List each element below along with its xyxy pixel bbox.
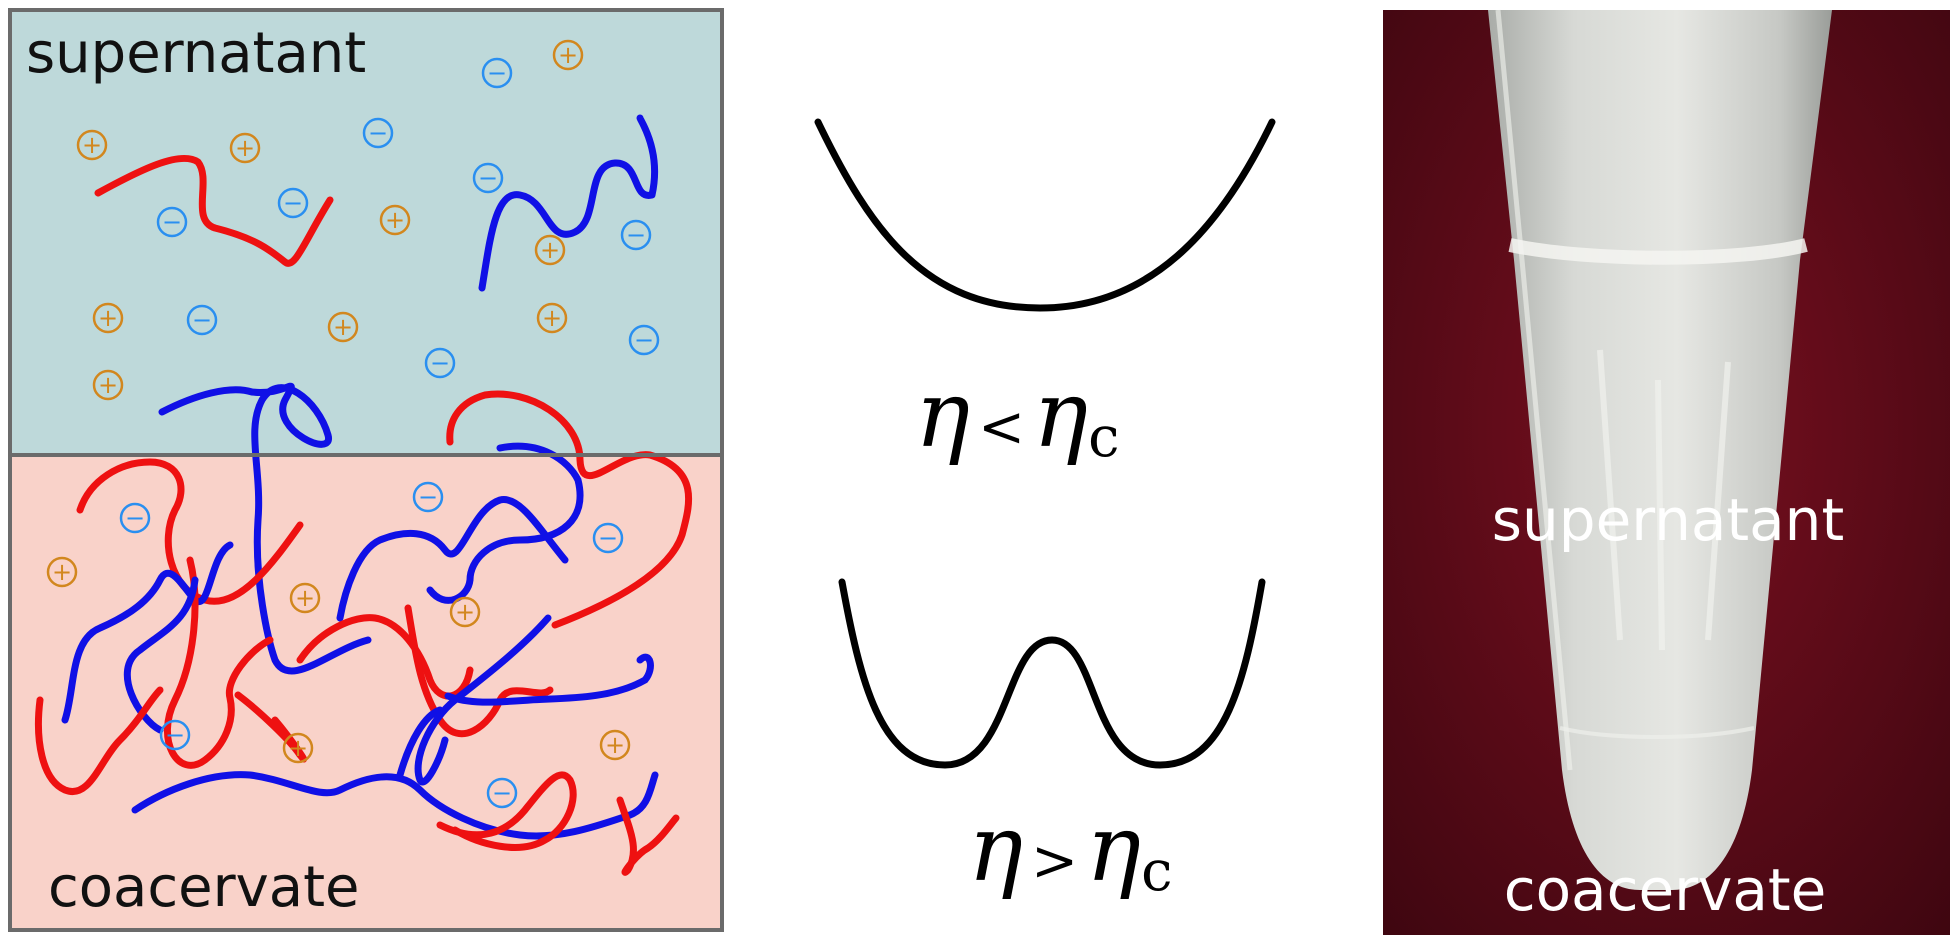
positive-ion-icon-symbol: +	[542, 304, 562, 332]
positive-ion-icon: +	[229, 132, 261, 164]
positive-ion-icon: +	[449, 596, 481, 628]
photo-supernatant-label: supernatant	[1492, 486, 1844, 554]
positive-ion-icon-symbol: +	[455, 598, 475, 626]
positive-ion-icon-symbol: +	[82, 131, 102, 159]
positive-ion-icon-symbol: +	[52, 558, 72, 586]
single-well-curve	[814, 118, 1276, 312]
panel-border	[8, 8, 724, 932]
negative-ion-icon-symbol: −	[192, 306, 212, 334]
positive-ion-icon-symbol: +	[98, 371, 118, 399]
supernatant-region	[10, 10, 722, 455]
negative-ion-icon-symbol: −	[165, 721, 185, 749]
supernatant-label: supernatant	[26, 21, 366, 86]
negative-ion-icon: −	[481, 57, 513, 89]
negative-ion-icon: −	[412, 481, 444, 513]
positive-ion-icon: +	[534, 234, 566, 266]
polycation-chain	[404, 604, 554, 738]
positive-ion-icon-symbol: +	[98, 304, 118, 332]
negative-ion-icon-symbol: −	[598, 524, 618, 552]
negative-ion-icon: −	[362, 117, 394, 149]
polyanion-chain	[131, 771, 659, 840]
free-energy-panel: η <ηc η >ηc	[814, 118, 1276, 904]
negative-ion-icon-symbol: −	[487, 59, 507, 87]
polyanion-chain	[336, 496, 569, 622]
polycation-chain	[34, 686, 164, 796]
scheme-panel: ++ ++++ + ++++ ++ +−−−−−−−−−−−−−− supernatant…	[8, 8, 724, 932]
negative-ion-icon: −	[159, 719, 191, 751]
positive-ion-icon-symbol: +	[540, 236, 560, 264]
negative-ion-icon-symbol: −	[162, 208, 182, 236]
positive-ion-icon: +	[92, 302, 124, 334]
positive-ion-icon: +	[76, 129, 108, 161]
positive-ion-icon: +	[327, 311, 359, 343]
positive-ion-icon-symbol: +	[333, 313, 353, 341]
positive-ion-icon: +	[46, 556, 78, 588]
polycation-chain	[94, 154, 334, 267]
polycation-chain	[234, 691, 308, 763]
polycation-chain	[436, 771, 577, 851]
polycation-chain	[446, 390, 693, 629]
negative-ion-icon: −	[628, 324, 660, 356]
positive-ion-icon-symbol: +	[288, 734, 308, 762]
photo-coacervate-label: coacervate	[1504, 856, 1827, 924]
meniscus-bottom	[1559, 726, 1755, 739]
polycation-chain	[616, 796, 680, 876]
negative-ion-icon-symbol: −	[418, 483, 438, 511]
negative-ion-icon-symbol: −	[634, 326, 654, 354]
positive-ion-icon-symbol: +	[235, 134, 255, 162]
negative-ion-icon-symbol: −	[478, 164, 498, 192]
positive-ion-icon: +	[282, 732, 314, 764]
negative-ion-icon: −	[186, 304, 218, 336]
negative-ion-icon-symbol: −	[368, 119, 388, 147]
polyanion-chain	[396, 706, 444, 779]
coacervate-label: coacervate	[48, 855, 360, 920]
positive-ion-icon: +	[92, 369, 124, 401]
negative-ion-icon-symbol: −	[125, 504, 145, 532]
positive-ion-icon-symbol: +	[605, 731, 625, 759]
polycation-chain	[163, 556, 274, 769]
negative-ion-icon: −	[592, 522, 624, 554]
positive-ion-icon-symbol: +	[385, 206, 405, 234]
condition-greater-than: η >ηc	[968, 795, 1173, 904]
negative-ion-icon: −	[486, 777, 518, 809]
tube-photo: supernatant coacervate	[1383, 9, 1950, 935]
positive-ion-icon: +	[552, 39, 584, 71]
double-well-curve	[838, 578, 1266, 769]
ions: ++ ++++ + ++++ ++ +−−−−−−−−−−−−−−	[46, 39, 660, 809]
negative-ion-icon: −	[424, 347, 456, 379]
negative-ion-icon-symbol: −	[430, 349, 450, 377]
graduation-marks	[1597, 349, 1731, 651]
condition-less-than: η <ηc	[915, 361, 1120, 470]
negative-ion-icon: −	[620, 219, 652, 251]
positive-ion-icon: +	[289, 582, 321, 614]
negative-ion-icon-symbol: −	[283, 189, 303, 217]
polyanion-chain	[426, 442, 584, 604]
negative-ion-icon: −	[119, 502, 151, 534]
negative-ion-icon-symbol: −	[626, 221, 646, 249]
polyanion-chain	[61, 541, 234, 724]
positive-ion-icon: +	[599, 729, 631, 761]
negative-ion-icon: −	[156, 206, 188, 238]
positive-ion-icon: +	[379, 204, 411, 236]
negative-ion-icon-symbol: −	[492, 779, 512, 807]
positive-ion-icon-symbol: +	[558, 41, 578, 69]
positive-ion-icon-symbol: +	[295, 584, 315, 612]
positive-ion-icon: +	[536, 302, 568, 334]
negative-ion-icon: −	[472, 162, 504, 194]
polyanion-chain	[414, 614, 552, 786]
tube-rim	[1508, 238, 1808, 265]
polyanion-chain	[444, 653, 654, 706]
polycation-chain	[76, 458, 304, 605]
polyanion-chain	[158, 382, 372, 675]
tube-outline-left	[1495, 9, 1573, 771]
polyanion-chain	[478, 114, 659, 292]
negative-ion-icon: −	[277, 187, 309, 219]
